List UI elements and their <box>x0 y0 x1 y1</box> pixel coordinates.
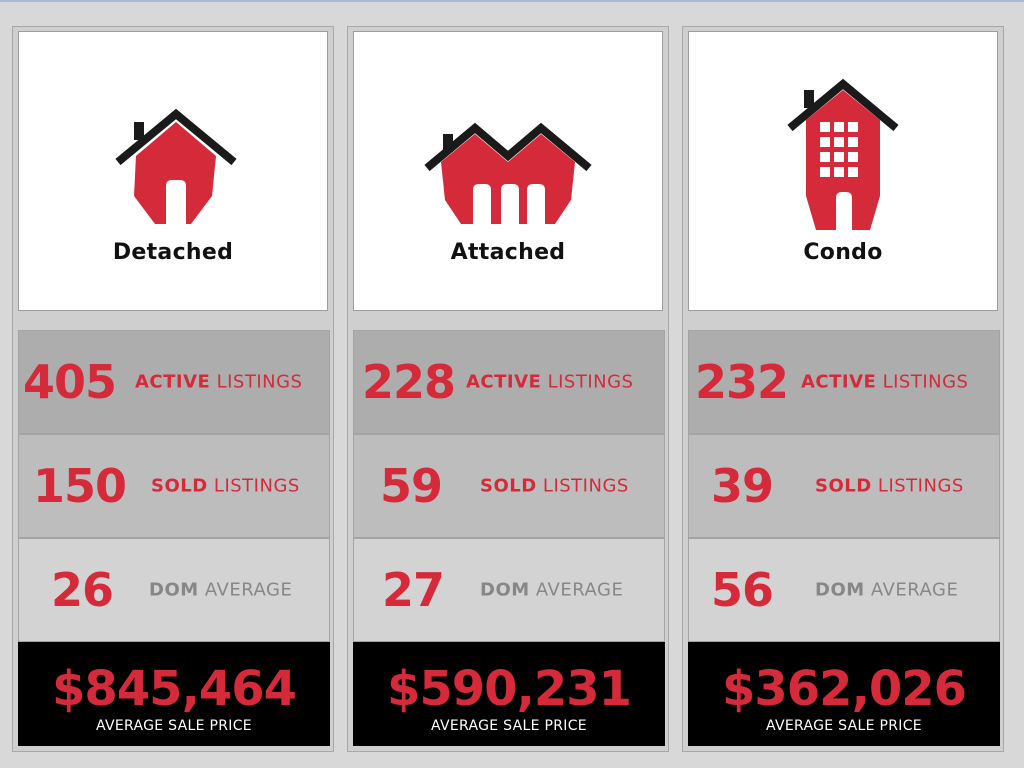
dom-average-row: 56 DOM AVERAGE <box>688 538 1000 642</box>
active-listings-count: 405 <box>23 355 117 409</box>
average-sale-price-row: $362,026 AVERAGE SALE PRICE <box>688 642 1000 746</box>
active-listings-row: 405 ACTIVE LISTINGS <box>18 330 330 434</box>
sold-listings-row: 39 SOLD LISTINGS <box>688 434 1000 538</box>
average-sale-price-caption: AVERAGE SALE PRICE <box>96 718 252 734</box>
sold-listings-count: 59 <box>380 459 443 513</box>
dom-average-value: 27 <box>382 563 445 617</box>
dom-average-value: 26 <box>51 563 114 617</box>
card-attached: Attached 228 ACTIVE LISTINGS 59 SOLD LIS… <box>347 26 669 752</box>
dom-average-label: DOM AVERAGE <box>480 579 624 601</box>
average-sale-price-row: $845,464 AVERAGE SALE PRICE <box>18 642 330 746</box>
active-listings-label: ACTIVE LISTINGS <box>801 371 969 393</box>
active-listings-count: 232 <box>695 355 789 409</box>
active-listings-row: 232 ACTIVE LISTINGS <box>688 330 1000 434</box>
active-listings-label: ACTIVE LISTINGS <box>466 371 634 393</box>
detached-house-icon <box>115 108 237 224</box>
property-type-header: Attached <box>353 31 663 311</box>
average-sale-price-value: $845,464 <box>51 661 297 717</box>
dom-average-row: 27 DOM AVERAGE <box>353 538 665 642</box>
active-listings-count: 228 <box>362 355 456 409</box>
dom-average-label: DOM AVERAGE <box>149 579 293 601</box>
average-sale-price-row: $590,231 AVERAGE SALE PRICE <box>353 642 665 746</box>
condo-building-icon <box>787 78 899 230</box>
sold-listings-row: 150 SOLD LISTINGS <box>18 434 330 538</box>
dom-average-value: 56 <box>711 563 774 617</box>
top-border <box>0 0 1024 2</box>
sold-listings-count: 39 <box>711 459 774 513</box>
property-type-title: Attached <box>450 240 566 265</box>
sold-listings-label: SOLD LISTINGS <box>480 475 629 497</box>
sold-listings-label: SOLD LISTINGS <box>815 475 964 497</box>
attached-house-icon <box>424 122 592 224</box>
card-condo: Condo 232 ACTIVE LISTINGS 39 SOLD LISTIN… <box>682 26 1004 752</box>
property-type-header: Detached <box>18 31 328 311</box>
property-type-title: Condo <box>803 240 883 265</box>
sold-listings-row: 59 SOLD LISTINGS <box>353 434 665 538</box>
dom-average-row: 26 DOM AVERAGE <box>18 538 330 642</box>
active-listings-row: 228 ACTIVE LISTINGS <box>353 330 665 434</box>
dom-average-label: DOM AVERAGE <box>815 579 959 601</box>
card-detached: Detached 405 ACTIVE LISTINGS 150 SOLD LI… <box>12 26 334 752</box>
active-listings-label: ACTIVE LISTINGS <box>135 371 303 393</box>
average-sale-price-value: $590,231 <box>386 661 632 717</box>
average-sale-price-caption: AVERAGE SALE PRICE <box>766 718 922 734</box>
average-sale-price-value: $362,026 <box>721 661 967 717</box>
sold-listings-count: 150 <box>33 459 127 513</box>
property-type-title: Detached <box>112 240 234 265</box>
sold-listings-label: SOLD LISTINGS <box>151 475 300 497</box>
property-type-header: Condo <box>688 31 998 311</box>
average-sale-price-caption: AVERAGE SALE PRICE <box>431 718 587 734</box>
